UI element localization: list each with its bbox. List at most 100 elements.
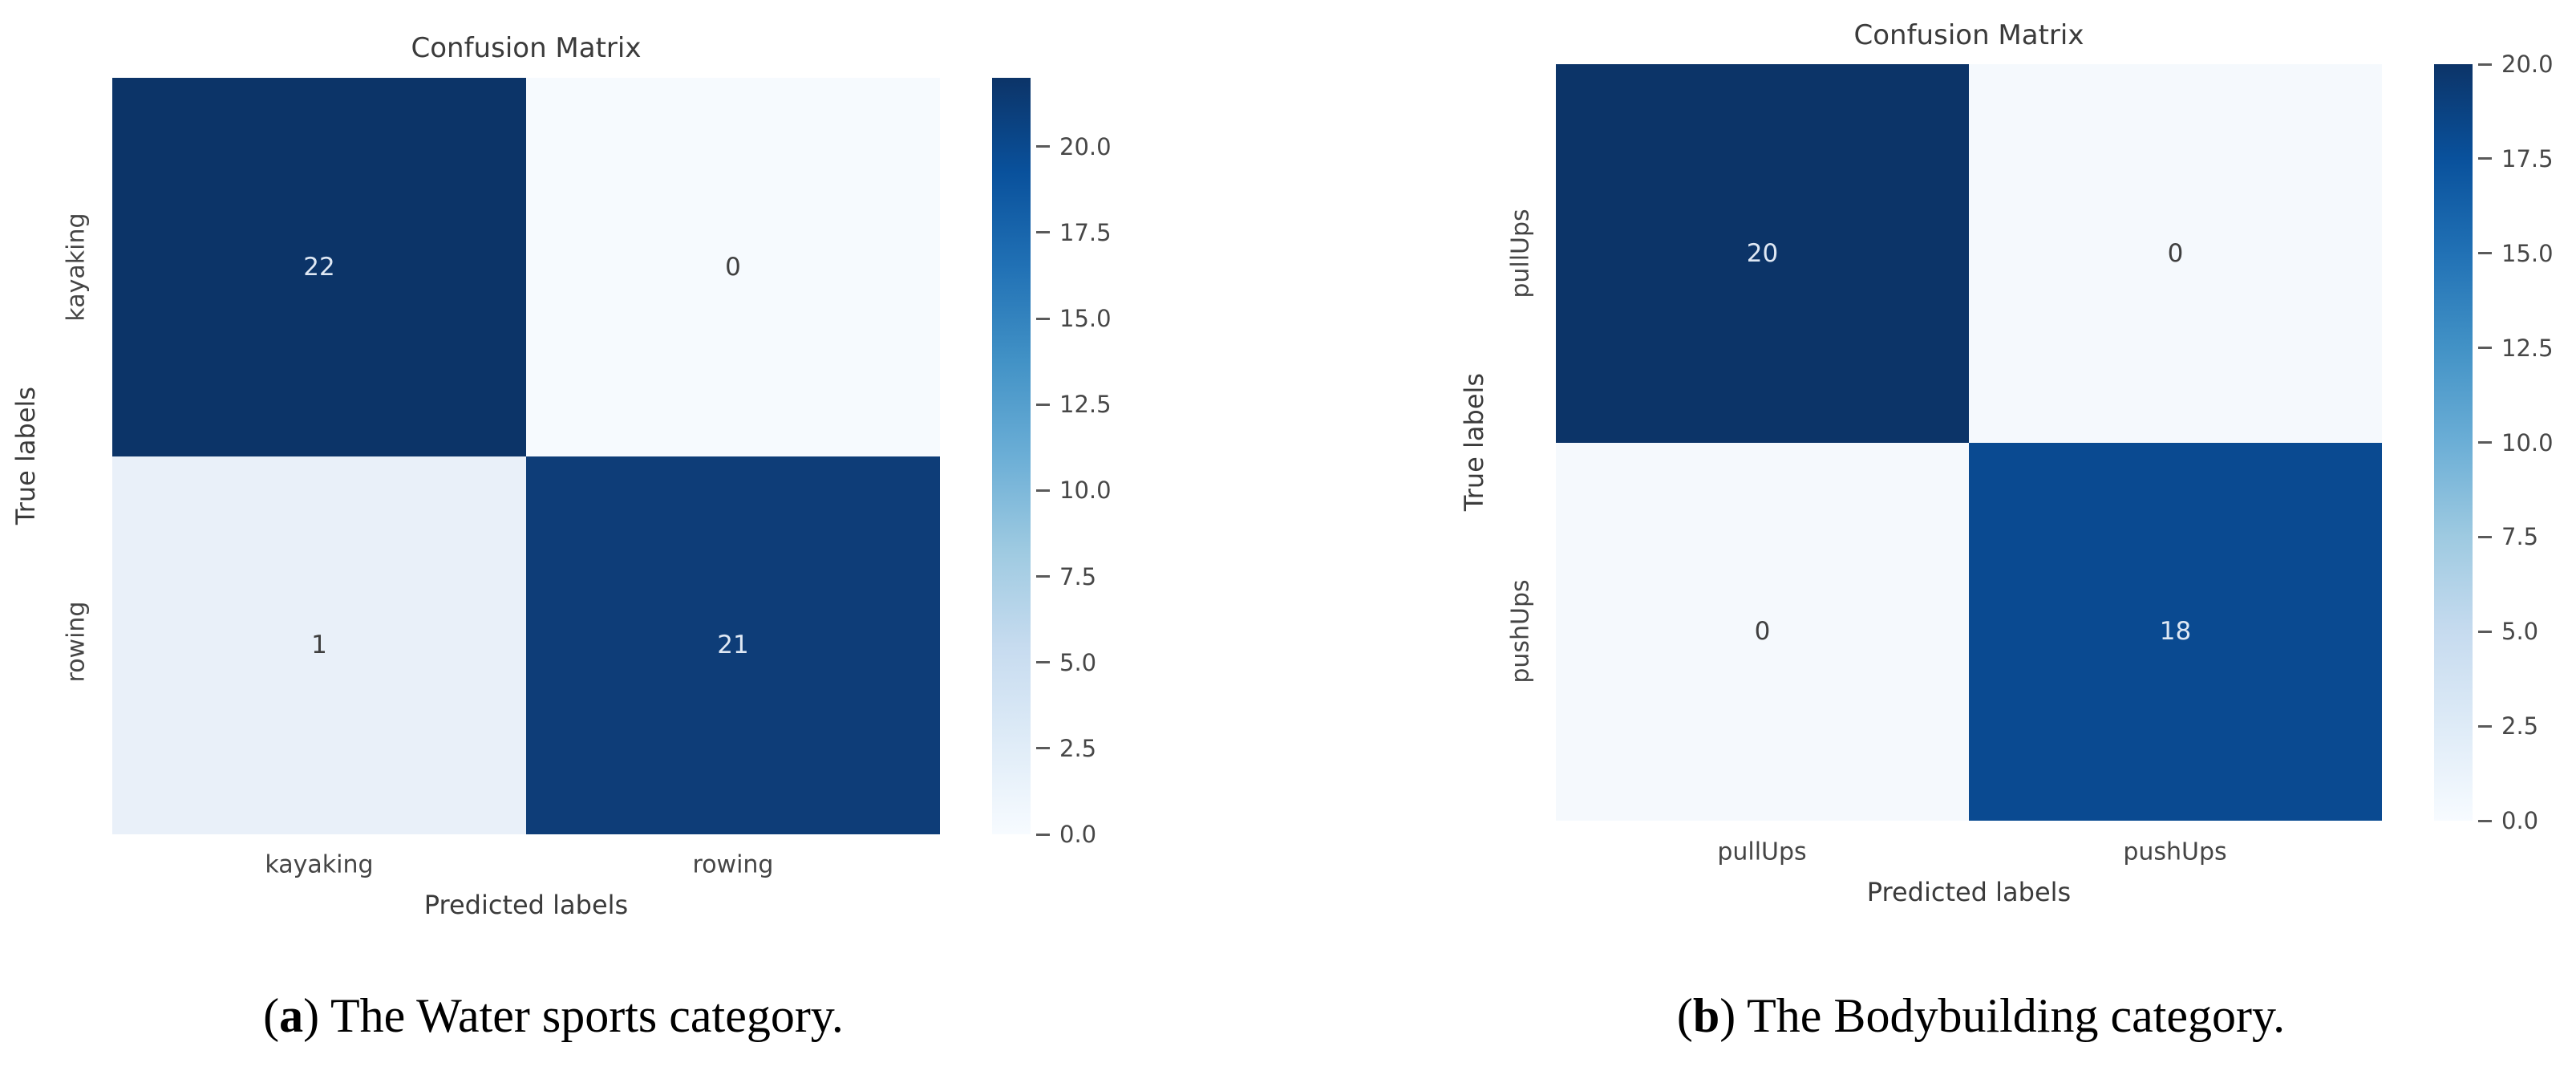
colorbar-tick-label: 10.0 [1059, 477, 1112, 505]
colorbar-tick-label: 20.0 [2501, 51, 2554, 78]
colorbar-tick-label: 7.5 [1059, 562, 1097, 590]
colorbar-tick: 2.5 [2478, 712, 2538, 740]
colorbar-tick-label: 12.5 [2501, 334, 2554, 362]
matrix-cell: 0 [1556, 442, 1969, 821]
colorbar: 20.0 17.5 15.0 12.5 10.0 7.5 5.0 2.5 0.0 [2434, 51, 2554, 834]
colorbar-tick-mark [2478, 441, 2492, 444]
colorbar-tick-label: 5.0 [1059, 648, 1097, 676]
caption-text: ) The Bodybuilding category. [1719, 989, 2286, 1042]
colorbar-tick-label: 2.5 [1059, 734, 1097, 762]
colorbar-tick: 7.5 [1036, 563, 1096, 590]
y-axis-label: True labels [10, 386, 41, 525]
colorbar-tick: 12.5 [1036, 391, 1112, 418]
cell-value: 22 [303, 252, 335, 282]
colorbar-tick-label: 20.0 [1059, 132, 1112, 160]
colorbar-tick-label: 15.0 [2501, 239, 2554, 267]
cell-value: 0 [2167, 238, 2184, 268]
colorbar-tick-label: 0.0 [1059, 821, 1097, 848]
colorbar-tick-label: 15.0 [1059, 305, 1112, 333]
matrix-cell: 0 [1969, 64, 2382, 443]
matrix-cell: 0 [526, 78, 940, 456]
matrix-cell: 22 [112, 78, 526, 456]
colorbar-tick-label: 7.5 [2501, 523, 2539, 551]
colorbar-tick: 20.0 [2478, 51, 2554, 78]
colorbar-tick: 10.0 [1036, 477, 1112, 504]
colorbar-tick: 15.0 [1036, 305, 1112, 332]
colorbar-tick: 5.0 [1036, 649, 1096, 676]
colorbar-tick: 5.0 [2478, 618, 2538, 645]
x-tick-label: rowing [692, 850, 774, 879]
y-tick-label: rowing [62, 601, 91, 683]
colorbar-tick-mark [1036, 833, 1050, 836]
colorbar-tick: 0.0 [2478, 807, 2538, 834]
caption-paren: ( [263, 989, 280, 1042]
colorbar-tick-mark [1036, 661, 1050, 664]
colorbar-tick-mark [2478, 535, 2492, 538]
caption-text: ) The Water sports category. [303, 989, 844, 1042]
cell-value: 20 [1746, 238, 1779, 268]
colorbar-tick: 15.0 [2478, 240, 2554, 267]
colorbar-tick: 0.0 [1036, 821, 1096, 848]
colorbar-tick: 17.5 [2478, 145, 2554, 172]
colorbar-tick: 10.0 [2478, 429, 2554, 456]
y-tick-label: pushUps [1506, 579, 1535, 684]
colorbar-tick-mark [1036, 145, 1050, 148]
chart-title: Confusion Matrix [411, 32, 642, 64]
cell-value: 18 [2159, 617, 2192, 647]
colorbar: 20.0 17.5 15.0 12.5 10.0 7.5 5.0 2.5 0.0 [992, 78, 1112, 848]
colorbar-tick-mark [1036, 575, 1050, 578]
x-tick-label: pushUps [2123, 838, 2227, 866]
chart-title: Confusion Matrix [1853, 19, 2084, 51]
colorbar-tick: 7.5 [2478, 523, 2538, 550]
caption: (a) The Water sports category. [0, 988, 1107, 1044]
matrix-cell: 21 [526, 456, 940, 834]
colorbar-tick-mark [1036, 489, 1050, 492]
colorbar-tick-label: 5.0 [2501, 618, 2539, 646]
x-tick-label: kayaking [265, 850, 374, 879]
colorbar-tick-label: 12.5 [1059, 391, 1112, 419]
cell-value: 0 [1754, 617, 1771, 647]
colorbar-tick-mark [1036, 747, 1050, 750]
colorbar-tick: 12.5 [2478, 335, 2554, 362]
y-axis-label: True labels [1459, 372, 1489, 512]
figure-b: Confusion Matrix 20 0 0 18 True labels pull… [1288, 0, 2576, 1075]
colorbar-tick-label: 10.0 [2501, 428, 2554, 456]
colorbar-tick-mark [2478, 347, 2492, 350]
colorbar-gradient [992, 78, 1031, 834]
caption-paren: ( [1676, 989, 1693, 1042]
colorbar-gradient [2434, 64, 2473, 821]
caption: (b) The Bodybuilding category. [1420, 988, 2542, 1044]
x-axis-label: Predicted labels [423, 890, 629, 920]
y-tick-label: pullUps [1506, 209, 1535, 298]
colorbar-tick: 17.5 [1036, 219, 1112, 246]
cell-value: 1 [311, 631, 327, 660]
colorbar-tick-mark [2478, 724, 2492, 728]
colorbar-tick-mark [1036, 231, 1050, 234]
caption-letter: b [1692, 989, 1720, 1042]
matrix-cell: 18 [1969, 442, 2382, 821]
matrix-cell: 20 [1556, 64, 1969, 443]
colorbar-tick-mark [1036, 403, 1050, 406]
matrix-cell: 1 [112, 456, 526, 834]
confusion-matrix-heatmap: 22 0 1 21 [112, 78, 940, 834]
colorbar-tick-label: 0.0 [2501, 807, 2539, 834]
colorbar-tick-mark [2478, 252, 2492, 255]
colorbar-tick-label: 17.5 [2501, 144, 2554, 172]
confusion-matrix-heatmap: 20 0 0 18 [1556, 64, 2382, 821]
colorbar-tick: 2.5 [1036, 735, 1096, 762]
colorbar-tick-mark [2478, 63, 2492, 66]
figure-a: Confusion Matrix 22 0 1 21 True labels kaya… [0, 32, 1112, 1044]
cell-value: 0 [725, 252, 741, 282]
colorbar-tick-mark [2478, 157, 2492, 160]
colorbar-tick-mark [1036, 317, 1050, 320]
cell-value: 21 [717, 631, 749, 660]
colorbar-tick-label: 17.5 [1059, 218, 1112, 246]
x-axis-label: Predicted labels [1866, 877, 2072, 907]
colorbar-tick-mark [2478, 819, 2492, 822]
colorbar-tick-mark [2478, 630, 2492, 633]
colorbar-tick-label: 2.5 [2501, 712, 2539, 740]
x-tick-label: pullUps [1717, 838, 1807, 866]
y-tick-label: kayaking [62, 213, 91, 322]
colorbar-tick: 20.0 [1036, 133, 1112, 160]
caption-letter: a [279, 989, 304, 1042]
